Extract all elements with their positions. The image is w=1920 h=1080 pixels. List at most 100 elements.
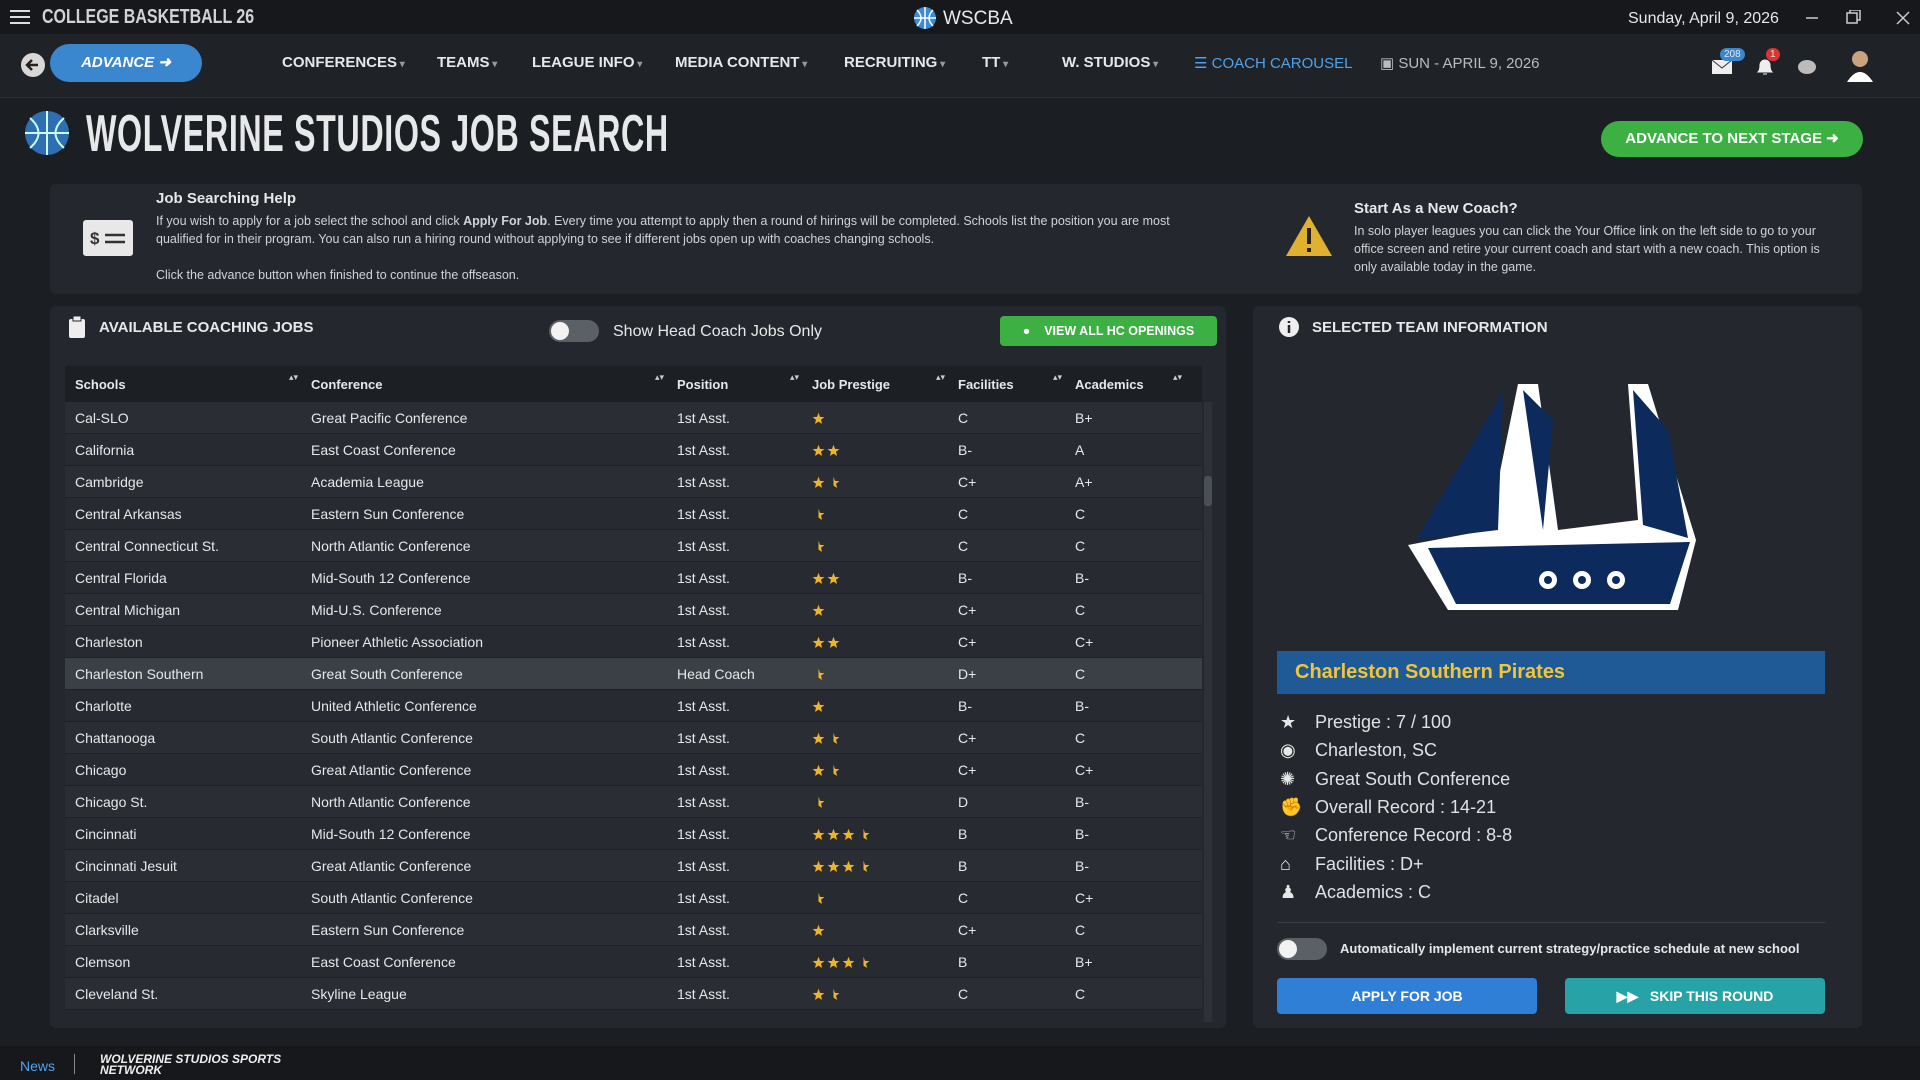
table-row[interactable]: Central Connecticut St.North Atlantic Co… (65, 530, 1202, 562)
table-row[interactable]: CincinnatiMid-South 12 Conference1st Ass… (65, 818, 1202, 850)
team-info: Charleston, SC (1315, 740, 1437, 761)
nav-item[interactable]: CONFERENCES ▾ (282, 54, 405, 71)
cell: 1st Asst. (677, 986, 730, 1002)
star (828, 477, 840, 488)
cell: B (958, 826, 967, 842)
table-row[interactable]: Charleston SouthernGreat South Conferenc… (65, 658, 1202, 690)
prestige-stars (812, 412, 882, 426)
help-icon: $ (83, 220, 133, 256)
star (813, 765, 825, 776)
skip-label: SKIP THIS ROUND (1650, 988, 1773, 1004)
table-row[interactable]: CaliforniaEast Coast Conference1st Asst.… (65, 434, 1202, 466)
advance-button[interactable]: ADVANCE ➜ (50, 44, 202, 82)
help-bold: Apply For Job (463, 214, 547, 228)
sort-icon[interactable]: ▴▾ (655, 373, 664, 382)
table-row[interactable]: Central FloridaMid-South 12 Conference1s… (65, 562, 1202, 594)
sort-icon[interactable]: ▴▾ (936, 373, 945, 382)
cell: Mid-South 12 Conference (311, 826, 471, 842)
column-header[interactable]: Academics (1075, 377, 1144, 392)
team-info: Overall Record : 14-21 (1315, 797, 1496, 818)
nav-item[interactable]: RECRUITING ▾ (844, 54, 945, 71)
column-header[interactable]: Facilities (958, 377, 1014, 392)
table-row[interactable]: CitadelSouth Atlantic Conference1st Asst… (65, 882, 1202, 914)
cell: 1st Asst. (677, 858, 730, 874)
team-info: Prestige : 7 / 100 (1315, 712, 1451, 733)
cell: Central Michigan (75, 602, 180, 618)
table-row[interactable]: ChicagoGreat Atlantic Conference1st Asst… (65, 754, 1202, 786)
avatar[interactable] (1845, 48, 1875, 82)
back-button[interactable] (20, 52, 46, 78)
cell: Chicago (75, 762, 126, 778)
jobs-title: AVAILABLE COACHING JOBS (99, 319, 313, 336)
cell: C (1075, 602, 1085, 618)
warning-icon (1284, 214, 1334, 258)
cell: C (1075, 506, 1085, 522)
table-row[interactable]: Cincinnati JesuitGreat Atlantic Conferen… (65, 850, 1202, 882)
cell: South Atlantic Conference (311, 890, 473, 906)
table-row[interactable]: Central MichiganMid-U.S. Conference1st A… (65, 594, 1202, 626)
star (828, 829, 840, 840)
column-header[interactable]: Schools (75, 377, 126, 392)
team-info: Great South Conference (1315, 769, 1510, 790)
table-row[interactable]: CharlestonPioneer Athletic Association1s… (65, 626, 1202, 658)
table-row[interactable]: CharlotteUnited Athletic Conference1st A… (65, 690, 1202, 722)
column-header[interactable]: Conference (311, 377, 383, 392)
view-all-button[interactable]: ● VIEW ALL HC OPENINGS (1000, 316, 1217, 346)
prestige-stars (812, 828, 882, 842)
sort-icon[interactable]: ▴▾ (1173, 373, 1182, 382)
star (813, 829, 825, 840)
nav-item[interactable]: TT ▾ (982, 54, 1008, 71)
column-header[interactable]: Position (677, 377, 728, 392)
cell: Skyline League (311, 986, 407, 1002)
cell: B- (1075, 826, 1089, 842)
scrollbar[interactable] (1204, 402, 1212, 1022)
cell: 1st Asst. (677, 922, 730, 938)
table-row[interactable]: Cleveland St.Skyline League1st Asst.CC (65, 978, 1202, 1010)
caret: ▾ (1000, 59, 1008, 70)
hc-only-toggle[interactable] (549, 320, 599, 342)
menu-icon[interactable] (10, 9, 30, 25)
cell: C+ (958, 474, 976, 490)
nav-item[interactable]: TEAMS ▾ (437, 54, 497, 71)
cell: C+ (1075, 762, 1093, 778)
cell: C+ (958, 730, 976, 746)
auto-toggle[interactable] (1277, 938, 1327, 960)
caret: ▾ (635, 59, 643, 70)
info-icon: ⌂ (1280, 854, 1291, 875)
skip-button[interactable]: ▶▶ SKIP THIS ROUND (1565, 978, 1825, 1014)
game-logo (22, 110, 72, 156)
team-info: Facilities : D+ (1315, 854, 1424, 875)
window-controls[interactable] (1800, 10, 1910, 26)
apply-label: APPLY FOR JOB (1351, 988, 1462, 1004)
table-row[interactable]: ChattanoogaSouth Atlantic Conference1st … (65, 722, 1202, 754)
table-row[interactable]: Central ArkansasEastern Sun Conference1s… (65, 498, 1202, 530)
table-row[interactable]: ClemsonEast Coast Conference1st Asst.BB+ (65, 946, 1202, 978)
cell: D+ (958, 666, 976, 682)
team-title: SELECTED TEAM INFORMATION (1312, 319, 1548, 336)
coach-carousel-tab[interactable]: ☰ COACH CAROUSEL (1194, 54, 1352, 72)
star (813, 541, 825, 552)
next-stage-button[interactable]: ADVANCE TO NEXT STAGE ➜ (1601, 121, 1863, 157)
cell: Chattanooga (75, 730, 155, 746)
table-row[interactable]: CambridgeAcademia League1st Asst.C+A+ (65, 466, 1202, 498)
cell: East Coast Conference (311, 954, 456, 970)
table-row[interactable]: Cal-SLOGreat Pacific Conference1st Asst.… (65, 402, 1202, 434)
apply-button[interactable]: APPLY FOR JOB (1277, 978, 1537, 1014)
chat-icon[interactable] (1796, 58, 1818, 78)
sort-icon[interactable]: ▴▾ (289, 373, 298, 382)
sort-icon[interactable]: ▴▾ (790, 373, 799, 382)
news-link[interactable]: News (20, 1058, 55, 1074)
prestige-stars (812, 444, 882, 458)
table-row[interactable]: Chicago St.North Atlantic Conference1st … (65, 786, 1202, 818)
cell: South Atlantic Conference (311, 730, 473, 746)
nav-item[interactable]: W. STUDIOS ▾ (1062, 54, 1158, 71)
sort-icon[interactable]: ▴▾ (1053, 373, 1062, 382)
info-icon: ★ (1280, 712, 1296, 733)
column-header[interactable]: Job Prestige (812, 377, 890, 392)
star (828, 733, 840, 744)
cell: C (1075, 986, 1085, 1002)
nav-item[interactable]: MEDIA CONTENT ▾ (675, 54, 807, 71)
nav-item[interactable]: LEAGUE INFO ▾ (532, 54, 642, 71)
table-row[interactable]: ClarksvilleEastern Sun Conference1st Ass… (65, 914, 1202, 946)
